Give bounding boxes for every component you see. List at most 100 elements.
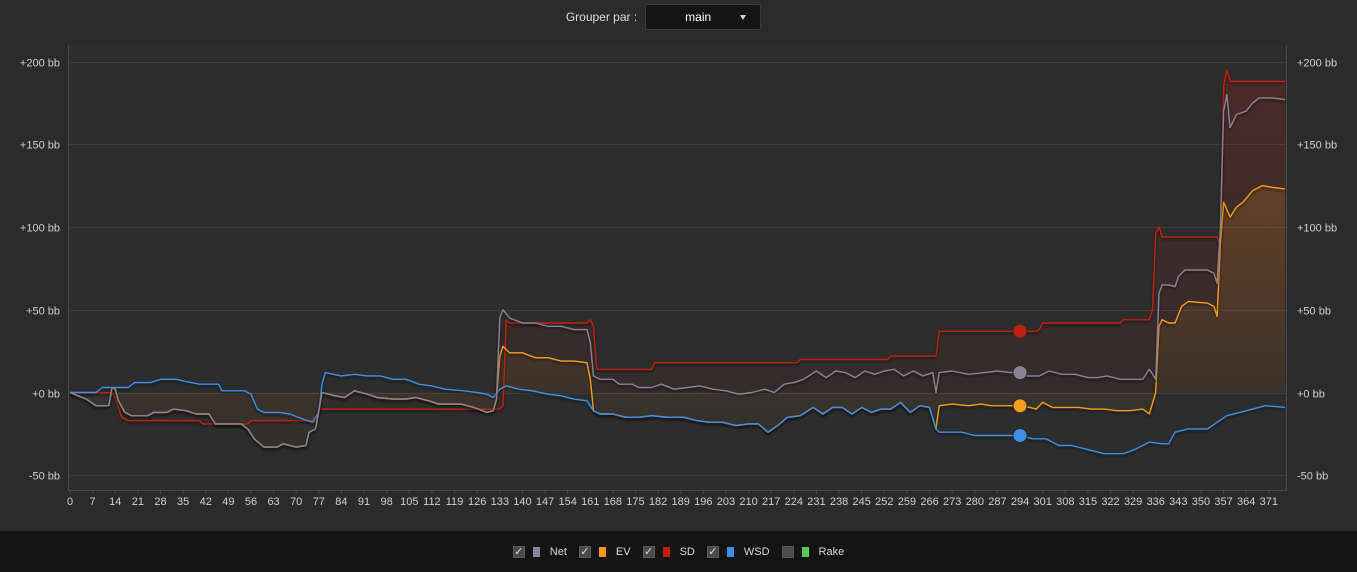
checkbox-checked-icon[interactable]: ✓ (642, 545, 655, 558)
legend-label: Net (549, 545, 567, 558)
x-tick-label: 168 (604, 496, 622, 508)
x-tick-label: 350 (1192, 496, 1210, 508)
x-tick-label: 343 (1169, 496, 1187, 508)
legend-label: WSD (743, 545, 770, 558)
x-tick-label: 189 (672, 496, 690, 508)
x-tick-label: 329 (1124, 496, 1142, 508)
axis-labels: +200 bb +200 bb +150 bb +150 bb +100 bb +100 … (20, 58, 1337, 509)
group-by-label: Grouper par : (565, 10, 638, 24)
x-tick-label: 56 (245, 496, 257, 508)
legend-item-rake[interactable]: Rake (781, 545, 845, 558)
legend-label: EV (615, 545, 631, 558)
y-tick-label-left: +150 bb (20, 140, 60, 152)
x-tick-label: 273 (943, 496, 961, 508)
x-tick-label: 364 (1237, 496, 1255, 508)
legend-item-wsd[interactable]: ✓ WSD (706, 545, 770, 558)
y-tick-label-right: +150 bb (1297, 140, 1337, 152)
x-tick-label: 42 (200, 496, 212, 508)
x-tick-label: 196 (694, 496, 712, 508)
legend-swatch (598, 546, 606, 557)
x-tick-label: 14 (109, 496, 121, 508)
area-fills (70, 69, 1285, 448)
area-fill-ev (70, 185, 1285, 448)
x-tick-label: 238 (830, 496, 848, 508)
x-tick-label: 315 (1079, 496, 1097, 508)
x-tick-label: 119 (446, 496, 464, 508)
marker-ev[interactable] (1012, 398, 1028, 414)
x-tick-label: 217 (762, 496, 780, 508)
checkbox-checked-icon[interactable]: ✓ (512, 545, 525, 558)
x-tick-label: 371 (1260, 496, 1278, 508)
series-markers (1012, 323, 1028, 444)
x-tick-label: 154 (558, 496, 576, 508)
x-tick-label: 35 (177, 496, 189, 508)
marker-sd[interactable] (1012, 323, 1028, 339)
x-tick-label: 182 (649, 496, 667, 508)
group-by-value: main (685, 10, 712, 24)
x-tick-label: 175 (626, 496, 644, 508)
x-tick-label: 21 (132, 496, 144, 508)
x-tick-label: 294 (1011, 496, 1029, 508)
legend-swatch (801, 546, 809, 557)
legend-label: Rake (818, 545, 845, 558)
y-tick-label-right: +100 bb (1297, 223, 1337, 235)
series-line-net (69, 93, 1286, 448)
x-tick-label: 161 (581, 496, 599, 508)
area-fill-sd (70, 69, 1285, 424)
series-line-sd (70, 69, 1285, 425)
x-tick-label: 140 (513, 496, 531, 508)
x-tick-label: 280 (966, 496, 984, 508)
marker-wsd[interactable] (1012, 428, 1028, 444)
x-tick-label: 287 (988, 496, 1006, 508)
x-tick-label: 28 (154, 496, 166, 508)
y-tick-label-left: +200 bb (20, 58, 60, 70)
x-tick-label: 133 (491, 496, 509, 508)
x-tick-label: 322 (1101, 496, 1119, 508)
x-tick-label: 203 (717, 496, 735, 508)
group-by-select[interactable]: main (645, 4, 762, 30)
x-tick-label: 266 (920, 496, 938, 508)
x-tick-label: 210 (739, 496, 757, 508)
chevron-down-icon (740, 15, 747, 20)
marker-net[interactable] (1012, 365, 1028, 381)
x-tick-label: 77 (313, 496, 325, 508)
series-line-wsd (70, 371, 1286, 455)
y-tick-label-left: +0 bb (32, 389, 60, 401)
x-tick-label: 70 (290, 496, 302, 508)
x-tick-label: 63 (267, 496, 279, 508)
y-tick-label-right: +200 bb (1297, 58, 1337, 70)
x-tick-label: 147 (536, 496, 554, 508)
legend-label: SD (679, 545, 695, 558)
cumulative-results-chart: +200 bb +200 bb +150 bb +150 bb +100 bb +100 … (20, 45, 1337, 509)
legend-item-ev[interactable]: ✓ EV (578, 545, 631, 558)
checkbox-checked-icon[interactable]: ✓ (706, 545, 719, 558)
x-tick-label: 231 (807, 496, 825, 508)
grid-lines (68, 45, 1287, 494)
group-by-bar: Grouper par : main (0, 4, 1357, 30)
x-tick-label: 357 (1214, 496, 1232, 508)
legend-swatch (532, 546, 540, 557)
x-tick-label: 224 (785, 496, 803, 508)
legend: ✓ Net ✓ EV ✓ SD ✓ WSD Rake (0, 531, 1357, 572)
x-tick-label: 7 (90, 496, 96, 508)
legend-item-net[interactable]: ✓ Net (512, 545, 567, 558)
x-tick-label: 0 (67, 496, 73, 508)
y-tick-label-left: +100 bb (20, 223, 60, 235)
x-tick-label: 259 (898, 496, 916, 508)
legend-swatch (726, 546, 734, 557)
legend-item-sd[interactable]: ✓ SD (642, 545, 695, 558)
x-tick-label: 126 (468, 496, 486, 508)
checkbox-checked-icon[interactable]: ✓ (578, 545, 591, 558)
x-tick-label: 336 (1147, 496, 1165, 508)
x-tick-label: 49 (222, 496, 234, 508)
x-tick-label: 112 (423, 496, 441, 508)
x-tick-label: 98 (381, 496, 393, 508)
x-tick-label: 105 (400, 496, 418, 508)
y-tick-label-right: +50 bb (1297, 306, 1331, 318)
x-tick-label: 252 (875, 496, 893, 508)
x-tick-label: 245 (853, 496, 871, 508)
series-lines (69, 69, 1286, 455)
checkbox-icon[interactable] (781, 545, 794, 558)
y-tick-label-left: +50 bb (26, 306, 60, 318)
y-tick-label-left: -50 bb (29, 471, 60, 483)
